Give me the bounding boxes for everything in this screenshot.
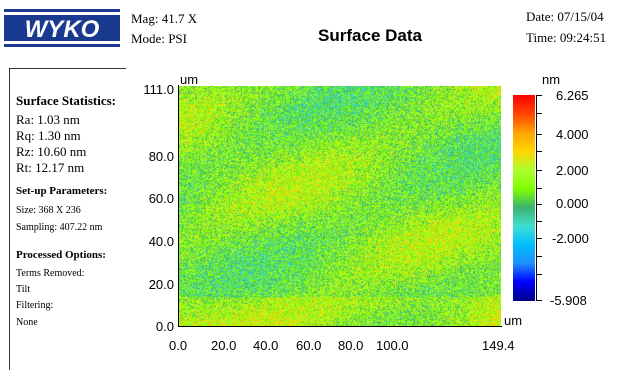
y-tick: 20.0 <box>148 277 174 292</box>
x-axis-line <box>178 326 502 327</box>
ra-value: Ra: 1.03 nm <box>16 112 80 127</box>
size-value: Size: 368 X 236 <box>16 205 81 216</box>
x-unit-label: um <box>504 313 523 328</box>
y-tick: 0.0 <box>155 319 174 334</box>
colorbar-label: -5.908 <box>550 293 587 308</box>
processed-title: Processed Options: <box>16 249 106 261</box>
colorbar-tick <box>536 221 542 222</box>
terms-value: Tilt <box>16 284 31 295</box>
filter-value: None <box>16 317 38 328</box>
x-tick: 20.0 <box>211 338 237 353</box>
filter-label: Filtering: <box>16 300 54 311</box>
wyko-logo: WYKO <box>4 9 120 47</box>
colorbar-label: 4.000 <box>556 127 589 142</box>
colorbar-tick <box>536 170 542 171</box>
z-unit-label: nm <box>542 72 561 87</box>
colorbar-tick <box>536 300 542 301</box>
x-tick: 100.0 <box>376 338 409 353</box>
y-axis-line <box>178 85 179 327</box>
rt-value: Rt: 12.17 nm <box>16 160 85 175</box>
colorbar-tick <box>536 188 542 189</box>
rz-value: Rz: 10.60 nm <box>16 144 87 159</box>
colorbar-label: 6.265 <box>556 88 589 103</box>
terms-label: Terms Removed: <box>16 268 85 279</box>
time-label: Time: 09:24:51 <box>526 30 607 45</box>
colorbar-label: 0.000 <box>556 196 589 211</box>
y-tick: 111.0 <box>143 82 174 97</box>
rq-value: Rq: 1.30 nm <box>16 128 81 143</box>
colorbar-label: 2.000 <box>556 163 589 178</box>
colorbar-tick <box>536 274 542 275</box>
colorbar-axis <box>536 95 537 301</box>
colorbar-tick <box>536 95 542 96</box>
x-tick: 0.0 <box>169 338 188 353</box>
surface-height-map <box>179 86 501 326</box>
colorbar-label: -2.000 <box>552 231 589 246</box>
mode-label: Mode: PSI <box>131 31 187 46</box>
date-label: Date: 07/15/04 <box>526 9 604 24</box>
colorbar-tick <box>536 113 542 114</box>
logo-text: WYKO <box>25 16 100 43</box>
x-tick: 80.0 <box>338 338 364 353</box>
y-tick: 60.0 <box>148 191 174 206</box>
x-tick: 149.4 <box>482 338 515 353</box>
setup-title: Set-up Parameters: <box>16 185 108 197</box>
colorbar-tick <box>536 151 542 152</box>
y-tick: 80.0 <box>148 149 174 164</box>
statistics-panel: Surface Statistics: Ra: 1.03 nm Rq: 1.30… <box>9 68 126 370</box>
colorbar-tick <box>536 238 542 239</box>
x-tick: 40.0 <box>253 338 279 353</box>
y-tick: 40.0 <box>148 234 174 249</box>
mag-label: Mag: 41.7 X <box>131 11 198 26</box>
x-tick: 60.0 <box>296 338 322 353</box>
y-unit-label: um <box>180 72 199 87</box>
colorbar-tick <box>536 134 542 135</box>
sampling-value: Sampling: 407.22 nm <box>16 222 103 233</box>
colorbar-tick <box>536 204 542 205</box>
colorbar-tick <box>536 256 542 257</box>
color-scale-bar <box>513 95 535 301</box>
stats-title: Surface Statistics: <box>16 93 117 108</box>
page-title: Surface Data <box>318 26 422 45</box>
